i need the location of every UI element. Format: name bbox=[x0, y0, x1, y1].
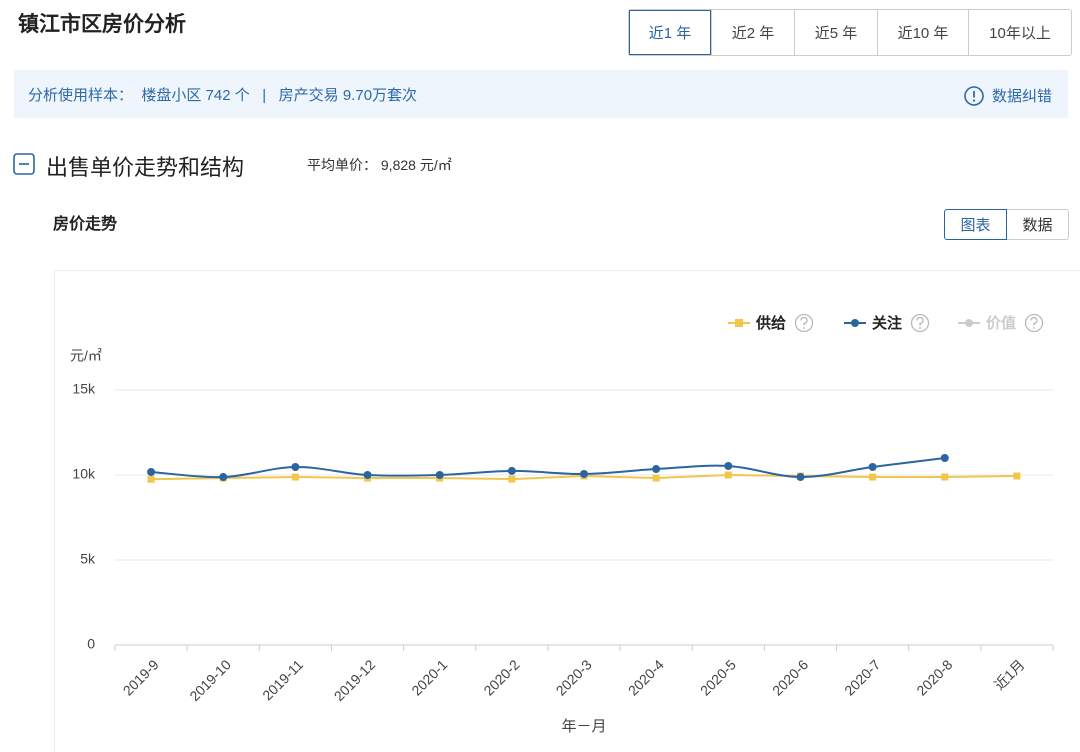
communities: 楼盘小区 742 个 bbox=[141, 87, 250, 104]
help-icon-glyph bbox=[1030, 316, 1038, 326]
x-tick-label: 2019-10 bbox=[186, 656, 234, 704]
help-icon-glyph bbox=[800, 316, 808, 326]
avg-value: 9,828 元/㎡ bbox=[380, 157, 452, 173]
point bbox=[580, 469, 588, 478]
legend-marker bbox=[965, 319, 973, 327]
x-tick-label: 2019-12 bbox=[331, 656, 379, 704]
help-icon-dot bbox=[919, 327, 921, 329]
help-icon-glyph bbox=[916, 316, 924, 326]
point bbox=[940, 454, 949, 462]
sample-label: 分析使用样本： bbox=[28, 87, 134, 104]
toggle-button[interactable]: 数据 bbox=[1007, 209, 1069, 240]
point bbox=[941, 473, 949, 481]
x-tick-label: 2020-1 bbox=[408, 656, 450, 698]
point bbox=[291, 463, 300, 472]
x-tick-label: 2020-4 bbox=[625, 656, 667, 698]
point bbox=[724, 471, 732, 479]
point bbox=[508, 475, 516, 483]
point bbox=[724, 461, 733, 470]
point bbox=[219, 473, 228, 482]
chart-card bbox=[54, 270, 1080, 752]
x-tick-label: 2020-6 bbox=[769, 656, 811, 698]
x-tick-label: 2020-3 bbox=[553, 656, 595, 698]
x-tick-label: 2019-11 bbox=[259, 656, 306, 703]
point bbox=[869, 473, 877, 481]
point bbox=[147, 475, 155, 483]
x-tick-label: 2019-9 bbox=[120, 656, 162, 698]
avg-label: 平均单价： bbox=[307, 157, 377, 173]
point bbox=[363, 471, 372, 479]
point bbox=[796, 473, 805, 482]
series-line bbox=[151, 457, 945, 479]
y-tick-label: 0 bbox=[87, 636, 95, 652]
tab[interactable]: 近5 年 bbox=[794, 10, 877, 55]
point bbox=[435, 471, 444, 479]
help-icon bbox=[1024, 313, 1044, 333]
y-tick-label: 15k bbox=[72, 381, 96, 397]
x-tick-label: 2020-8 bbox=[913, 656, 955, 698]
view-toggle: 图表 数据 bbox=[944, 209, 1069, 240]
legend-label: 价值 bbox=[986, 314, 1016, 332]
point bbox=[507, 466, 516, 475]
y-tick-label: 5k bbox=[80, 551, 96, 567]
tab[interactable]: 近1 年 bbox=[629, 10, 711, 55]
section-title: 出售单价走势和结构 bbox=[46, 155, 245, 180]
x-tick-label: 2020-5 bbox=[697, 656, 739, 698]
x-tick-label: 近1月 bbox=[991, 656, 1028, 693]
legend-item[interactable]: 供给 bbox=[728, 313, 814, 333]
help-icon bbox=[910, 313, 930, 333]
legend-marker bbox=[735, 319, 743, 327]
transactions: 房产交易 9.70万套次 bbox=[278, 87, 418, 104]
legend-item[interactable]: 关注 bbox=[844, 313, 930, 333]
tab[interactable]: 10年以上 bbox=[968, 10, 1071, 55]
help-icon-dot bbox=[1033, 327, 1035, 329]
help-icon-dot bbox=[803, 327, 805, 329]
panel-title: 房价走势 bbox=[53, 216, 118, 233]
legend-marker bbox=[851, 319, 859, 327]
page-title: 镇江市区房价分析 bbox=[18, 13, 186, 36]
y-tick-label: 10k bbox=[72, 466, 96, 482]
legend-label: 供给 bbox=[755, 314, 786, 332]
point bbox=[291, 473, 299, 481]
point bbox=[652, 465, 661, 474]
y-axis-label: 元/㎡ bbox=[70, 348, 102, 364]
x-axis-label: 年－月 bbox=[561, 718, 606, 735]
info-icon bbox=[964, 86, 984, 106]
x-tick-label: 2020-2 bbox=[480, 656, 522, 698]
toggle-button[interactable]: 图表 bbox=[944, 209, 1007, 240]
point bbox=[147, 467, 156, 476]
tab[interactable]: 近10 年 bbox=[877, 10, 968, 55]
info-bar bbox=[14, 70, 1068, 118]
help-icon bbox=[794, 313, 814, 333]
separator: | bbox=[262, 87, 267, 104]
average-price: 平均单价： 9,828 元/㎡ bbox=[307, 155, 452, 175]
legend-item[interactable]: 价值 bbox=[958, 313, 1044, 333]
point bbox=[868, 463, 877, 472]
sample-info: 分析使用样本： 楼盘小区 742 个 | 房产交易 9.70万套次 bbox=[28, 84, 417, 105]
point bbox=[1013, 472, 1021, 480]
legend-label: 关注 bbox=[872, 314, 902, 332]
point bbox=[652, 474, 660, 482]
tab[interactable]: 近2 年 bbox=[711, 10, 794, 55]
x-tick-label: 2020-7 bbox=[841, 656, 883, 698]
correction-link[interactable]: 数据纠错 bbox=[992, 88, 1053, 105]
tab-bar: 近1 年近2 年近5 年近10 年 10年以上 bbox=[628, 9, 1072, 56]
collapse-icon[interactable] bbox=[13, 153, 35, 175]
